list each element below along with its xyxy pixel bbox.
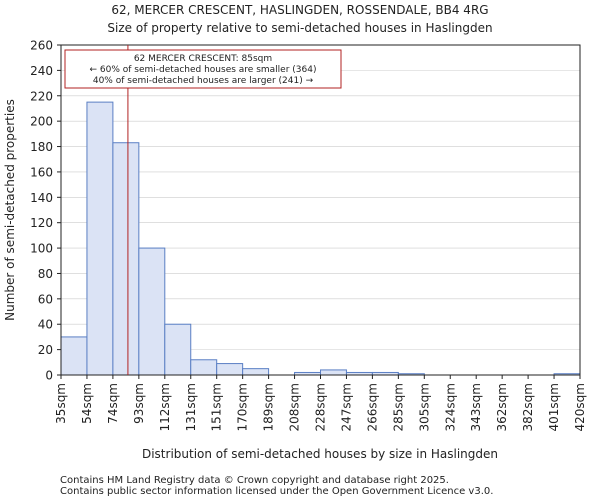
- x-axis-label: Distribution of semi-detached houses by …: [142, 447, 498, 461]
- x-axis-ticks: 35sqm 54sqm 74sqm 93sqm 112sqm 131sqm 151sqm 17…: [54, 375, 587, 431]
- y-tick-label: 120: [30, 216, 53, 230]
- y-tick-label: 40: [38, 318, 53, 332]
- y-tick-label: 100: [30, 242, 53, 256]
- y-tick-label: 60: [38, 292, 53, 306]
- histogram-bar: [320, 369, 347, 376]
- y-tick-label: 0: [45, 369, 53, 383]
- annotation-box: 62 MERCER CRESCENT: 85sqm ← 60% of semi-…: [64, 49, 342, 89]
- x-tick-label: 35sqm: [54, 383, 68, 424]
- x-tick-label: 420sqm: [573, 383, 587, 431]
- x-tick-label: 74sqm: [106, 383, 120, 424]
- annotation-line3: 40% of semi-detached houses are larger (…: [93, 76, 314, 86]
- footer-licence: Contains public sector information licen…: [60, 486, 493, 497]
- y-tick-label: 220: [30, 89, 53, 103]
- histogram-bar: [138, 247, 166, 376]
- x-tick-label: 247sqm: [339, 383, 353, 431]
- x-tick-label: 343sqm: [469, 383, 483, 431]
- y-tick-label: 80: [38, 267, 53, 281]
- x-tick-label: 382sqm: [521, 383, 535, 431]
- y-tick-label: 240: [30, 64, 53, 78]
- histogram-bar: [60, 336, 88, 376]
- histogram-bar: [216, 363, 244, 376]
- y-tick-label: 140: [30, 191, 53, 205]
- annotation-line1: 62 MERCER CRESCENT: 85sqm: [134, 54, 272, 64]
- x-tick-label: 93sqm: [132, 383, 146, 424]
- histogram-bar: [86, 101, 114, 376]
- histogram-bar: [164, 323, 192, 376]
- x-tick-label: 112sqm: [158, 383, 172, 431]
- y-tick-label: 260: [30, 39, 53, 53]
- x-tick-label: 151sqm: [210, 383, 224, 431]
- y-tick-label: 200: [30, 115, 53, 129]
- x-tick-label: 401sqm: [547, 383, 561, 431]
- histogram-bar: [242, 368, 270, 376]
- x-tick-label: 266sqm: [365, 383, 379, 431]
- x-tick-label: 54sqm: [80, 383, 94, 424]
- chart-title-line2: Size of property relative to semi-detach…: [107, 21, 492, 35]
- x-tick-label: 324sqm: [443, 383, 457, 431]
- x-tick-label: 285sqm: [391, 383, 405, 431]
- x-tick-label: 362sqm: [495, 383, 509, 431]
- x-tick-label: 208sqm: [288, 383, 302, 431]
- y-tick-label: 180: [30, 140, 53, 154]
- x-tick-label: 131sqm: [184, 383, 198, 431]
- annotation-line2: ← 60% of semi-detached houses are smalle…: [90, 65, 317, 75]
- y-tick-label: 20: [38, 343, 53, 357]
- x-tick-label: 170sqm: [236, 383, 250, 431]
- y-axis-ticks: 0 20 40 60 80 100 120 140 160 180 200 220 240 260: [30, 39, 61, 383]
- y-tick-label: 160: [30, 165, 53, 179]
- x-tick-label: 228sqm: [314, 383, 328, 431]
- x-tick-label: 189sqm: [262, 383, 276, 431]
- footer-copyright: Contains HM Land Registry data © Crown c…: [60, 475, 449, 486]
- histogram-bar: [190, 359, 218, 376]
- x-tick-label: 305sqm: [417, 383, 431, 431]
- histogram-bars: [60, 101, 581, 376]
- histogram-bar: [112, 142, 140, 376]
- y-axis-label: Number of semi-detached properties: [3, 99, 17, 321]
- chart-title-line1: 62, MERCER CRESCENT, HASLINGDEN, ROSSEND…: [111, 3, 488, 17]
- annotation-frame: [64, 49, 342, 89]
